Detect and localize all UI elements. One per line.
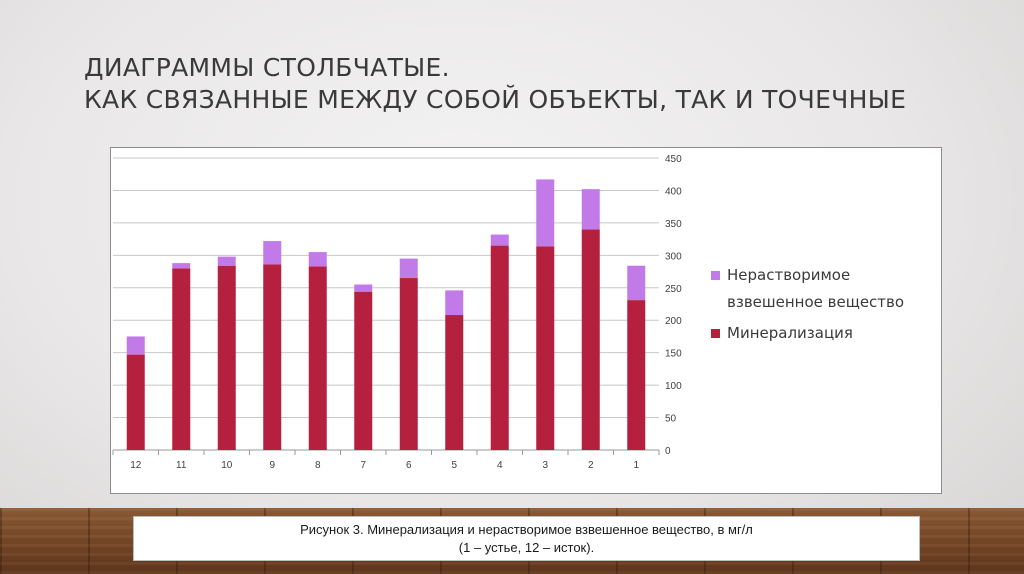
x-tick-label: 4 bbox=[497, 460, 503, 471]
y-tick-label: 200 bbox=[665, 316, 682, 327]
bar-mineralization bbox=[217, 265, 236, 450]
legend-label: Нерастворимое bbox=[727, 266, 850, 284]
bar-suspended-matter bbox=[581, 189, 600, 230]
x-tick-label: 9 bbox=[269, 460, 275, 471]
bar-mineralization bbox=[445, 315, 464, 450]
bar-mineralization bbox=[399, 278, 418, 450]
chart-panel: 0 50 100 150 200 250 300 350 400 450 12 11 10 9 8 7 6 5 4 3… bbox=[110, 147, 942, 494]
y-tick-label: 50 bbox=[665, 414, 677, 425]
bar-suspended-matter bbox=[536, 179, 555, 247]
legend-label: взвешенное вещество bbox=[727, 293, 904, 311]
x-tick-label: 1 bbox=[633, 460, 639, 471]
x-tick-label: 2 bbox=[588, 460, 594, 471]
x-tick-label: 8 bbox=[315, 460, 321, 471]
bar-suspended-matter bbox=[263, 241, 282, 265]
y-tick-label: 450 bbox=[665, 154, 682, 165]
y-tick-label: 400 bbox=[665, 186, 682, 197]
bar-mineralization bbox=[263, 264, 282, 450]
x-tick-label: 11 bbox=[176, 460, 187, 471]
legend-swatch-suspended-matter bbox=[711, 271, 720, 280]
bar-mineralization bbox=[627, 300, 646, 450]
y-tick-label: 100 bbox=[665, 381, 682, 392]
y-tick-label: 300 bbox=[665, 251, 682, 262]
bar-mineralization bbox=[308, 266, 327, 450]
bar-mineralization bbox=[536, 246, 555, 450]
bar-mineralization bbox=[490, 245, 509, 450]
x-tick-label: 7 bbox=[360, 460, 366, 471]
bar-suspended-matter bbox=[354, 284, 373, 292]
x-tick-label: 5 bbox=[451, 460, 457, 471]
y-tick-label: 0 bbox=[665, 446, 671, 457]
legend-label: Минерализация bbox=[727, 324, 853, 342]
y-tick-label: 350 bbox=[665, 219, 682, 230]
x-tick-label: 10 bbox=[221, 460, 233, 471]
legend-swatch-mineralization bbox=[711, 329, 720, 338]
bar-mineralization bbox=[172, 268, 191, 450]
bar-suspended-matter bbox=[172, 263, 191, 269]
slide-title-line-2: КАК СВЯЗАННЫЕ МЕЖДУ СОБОЙ ОБЪЕКТЫ, ТАК И… bbox=[84, 85, 907, 114]
bar-mineralization bbox=[581, 229, 600, 450]
x-tick-label: 12 bbox=[130, 460, 142, 471]
slide-title: ДИАГРАММЫ СТОЛБЧАТЫЕ. КАК СВЯЗАННЫЕ МЕЖД… bbox=[84, 52, 906, 116]
bar-suspended-matter bbox=[126, 336, 145, 355]
bar-suspended-matter bbox=[627, 265, 646, 301]
bar-mineralization bbox=[354, 291, 373, 450]
x-tick-label: 3 bbox=[542, 460, 548, 471]
y-tick-label: 250 bbox=[665, 284, 682, 295]
caption-line-1: Рисунок 3. Минерализация и нерастворимое… bbox=[300, 522, 753, 537]
slide-title-line-1: ДИАГРАММЫ СТОЛБЧАТЫЕ. bbox=[84, 53, 450, 82]
caption-line-2: (1 – устье, 12 – исток). bbox=[458, 540, 595, 555]
bar-suspended-matter bbox=[490, 234, 509, 246]
x-tick-label: 6 bbox=[406, 460, 412, 471]
y-tick-label: 150 bbox=[665, 349, 682, 360]
bar-suspended-matter bbox=[308, 252, 327, 267]
bar-suspended-matter bbox=[445, 290, 464, 316]
figure-caption: Рисунок 3. Минерализация и нерастворимое… bbox=[133, 516, 920, 561]
bar-suspended-matter bbox=[399, 258, 418, 279]
bar-suspended-matter bbox=[217, 256, 236, 266]
bar-mineralization bbox=[126, 354, 145, 450]
